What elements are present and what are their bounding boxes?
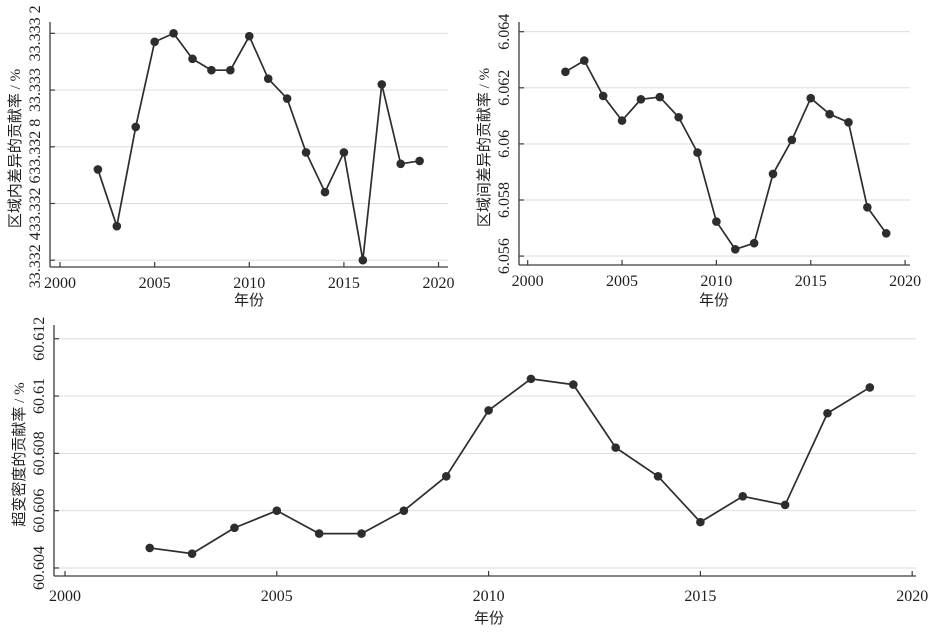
y-tick-label: 33.333 (27, 68, 44, 112)
y-tick-label: 60.612 (31, 317, 48, 361)
data-point (93, 165, 103, 174)
data-point (357, 529, 366, 538)
x-tick-label: 2005 (606, 273, 638, 290)
data-point (441, 471, 451, 481)
x-tick-label: 2010 (473, 588, 505, 605)
y-tick-label: 60.604 (31, 546, 48, 590)
data-point (377, 80, 387, 89)
data-point (844, 118, 853, 127)
x-axis-title: 年份 (699, 292, 729, 309)
data-point (282, 94, 292, 103)
x-tick-label: 2000 (49, 588, 81, 605)
y-tick-label: 33.332 8 (27, 119, 44, 175)
y-tick-label: 60.606 (31, 489, 48, 533)
data-point (145, 543, 155, 553)
data-point (169, 29, 178, 38)
series-line (97, 32, 421, 262)
data-point (244, 31, 254, 41)
chart-inter-regional-contribution: 6.056 6.058 6.06 6.062 6.064 2000 2005 2010 2015… (476, 14, 921, 309)
x-tick-label: 2020 (423, 275, 455, 292)
data-point (207, 65, 216, 75)
y-tick-label: 60.61 (31, 378, 48, 414)
data-point (787, 135, 797, 145)
data-point (696, 517, 705, 527)
data-point (693, 148, 702, 157)
x-tick-label: 2010 (700, 273, 732, 290)
chart-intra-regional-contribution: 33.332 433.332 633.332 8 33.333 33.333 2 20… (7, 5, 455, 309)
x-axis-title: 年份 (234, 292, 264, 309)
data-point (150, 37, 159, 47)
x-tick-label: 2000 (44, 275, 76, 292)
data-point (823, 408, 832, 418)
data-point (187, 549, 197, 558)
y-tick-label: 33.332 4 (27, 232, 44, 288)
x-tick-label: 2015 (328, 275, 360, 292)
chart-hypervariable-density-contribution: 60.604 60.606 60.608 60.61 60.612 2000 2005 201… (11, 317, 928, 627)
data-point (484, 406, 493, 415)
data-point (636, 95, 646, 104)
y-axis-title: 区域内差异的贡献率 / % (7, 69, 24, 228)
data-point (598, 91, 608, 101)
data-point (399, 506, 409, 515)
y-tick-label: 60.608 (31, 431, 48, 475)
data-point (881, 229, 891, 238)
data-point (415, 156, 424, 166)
data-point (320, 187, 330, 197)
data-point (653, 471, 663, 481)
data-point (112, 221, 122, 231)
x-tick-label: 2010 (233, 275, 265, 292)
data-point (780, 500, 790, 510)
x-tick-label: 2015 (795, 273, 827, 290)
data-point (611, 443, 620, 452)
data-point (339, 148, 349, 157)
data-point (712, 217, 721, 226)
data-point (863, 202, 872, 212)
y-tick-label: 6.056 (496, 238, 513, 274)
series-line (148, 378, 871, 555)
data-point (358, 255, 368, 265)
data-point (738, 492, 748, 501)
data-point (674, 112, 683, 122)
data-point (825, 109, 834, 119)
x-tick-label: 2020 (889, 273, 921, 290)
y-tick-label: 6.06 (496, 130, 513, 158)
data-point (865, 383, 875, 392)
data-point (272, 506, 282, 515)
data-point (655, 92, 665, 102)
x-tick-label: 2020 (896, 588, 928, 605)
y-axis-title: 超变密度的贡献率 / % (11, 382, 28, 526)
x-tick-label: 2015 (684, 588, 716, 605)
data-point (131, 122, 141, 132)
data-point (526, 374, 536, 384)
data-point (749, 238, 759, 248)
data-point (230, 523, 239, 533)
y-tick-label: 33.332 6 (27, 175, 44, 231)
data-point (314, 529, 324, 538)
data-point (396, 159, 405, 169)
y-tick-label: 6.058 (496, 182, 513, 218)
data-point (806, 93, 816, 103)
x-axis-title: 年份 (474, 610, 504, 627)
y-tick-label: 6.064 (496, 14, 513, 50)
data-point (188, 54, 197, 64)
y-axis-title: 区域间差异的贡献率 / % (476, 68, 493, 227)
data-point (561, 67, 570, 77)
y-tick-label: 33.333 2 (27, 5, 44, 61)
x-tick-label: 2005 (261, 588, 293, 605)
data-point (263, 74, 273, 84)
data-point (730, 245, 740, 254)
data-point (768, 169, 778, 179)
x-tick-label: 2005 (139, 275, 171, 292)
data-point (301, 148, 311, 157)
data-point (226, 65, 235, 75)
data-point (617, 116, 627, 125)
data-point (579, 56, 589, 65)
y-tick-label: 6.062 (496, 70, 513, 106)
data-point (569, 380, 578, 389)
x-tick-label: 2000 (512, 273, 544, 290)
